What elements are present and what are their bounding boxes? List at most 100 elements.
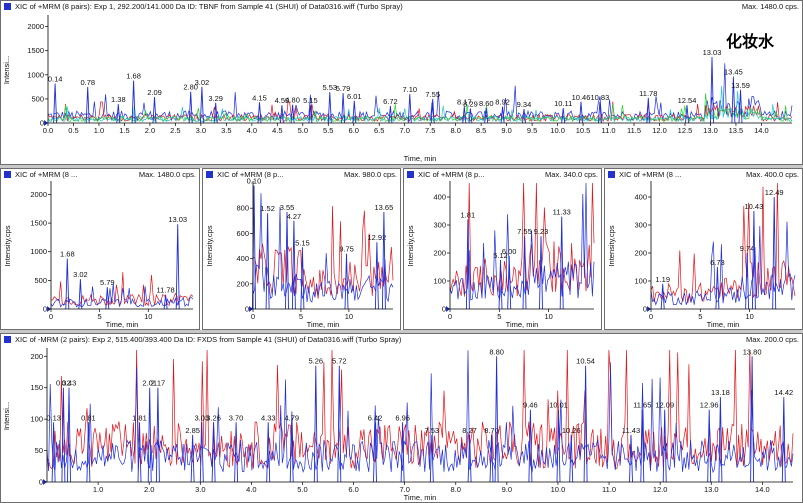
peak-label: 13.45 xyxy=(724,68,743,77)
x-tick-label: 10 xyxy=(144,312,152,321)
y-tick-label: 100 xyxy=(30,415,43,424)
peak-mark xyxy=(731,76,736,124)
peak-mark xyxy=(53,83,58,124)
y-axis-label: Intensi... xyxy=(2,56,11,84)
x-tick-label: 11.0 xyxy=(602,126,616,135)
peak-label: 5.15 xyxy=(295,238,310,247)
x-tick-label: 0.5 xyxy=(68,126,78,135)
peak-label: 11.33 xyxy=(553,208,571,217)
peak-label: 0.43 xyxy=(62,379,77,388)
peak-mark xyxy=(556,409,561,483)
peak-mark xyxy=(629,434,633,483)
peak-mark xyxy=(51,422,56,483)
peak-mark xyxy=(341,93,346,124)
x-tick-label: 10 xyxy=(345,312,353,321)
peak-mark xyxy=(65,258,70,310)
peak-label: 9.46 xyxy=(523,401,538,410)
max-intensity-label: Max. 200.0 cps. xyxy=(742,335,799,344)
x-tick-label: 10 xyxy=(544,312,552,321)
peak-mark xyxy=(199,86,204,124)
y-tick-label: 0 xyxy=(39,478,43,487)
peak-mark xyxy=(213,102,218,124)
x-tick-label: 10.0 xyxy=(551,485,566,494)
peak-mark xyxy=(285,211,289,310)
chromatogram-plot[interactable]: 0.10 1.52 3.554.27 5.15 9.75 12.92 13.65 0 200 40… xyxy=(203,169,400,329)
peak-mark xyxy=(279,105,284,124)
peak-mark xyxy=(373,422,377,483)
peak-label: 10.54 xyxy=(576,357,595,366)
peak-label: 11.78 xyxy=(639,89,657,98)
peak-mark xyxy=(522,108,526,124)
x-tick-label: 7.5 xyxy=(425,126,435,135)
panel-title: XIC of +MRM (8 ... xyxy=(619,170,682,179)
chromatogram-plot[interactable]: 1.68 3.02 5.79 11.78 13.03 0 500 1000 1500 2000 0 5… xyxy=(1,169,199,329)
chromatogram-plot[interactable]: 0.13 0.320.43 0.81 1.81 2.012.17 2.85 3.033.26… xyxy=(1,334,802,502)
y-tick-label: 500 xyxy=(34,276,47,285)
chromatogram-plot[interactable]: 1.81 5.126.00 7.55 9.23 11.33 0 100 200 300 400 0 5… xyxy=(404,169,601,329)
y-tick-label: 150 xyxy=(30,383,43,392)
y-axis-label: Intensity,cps xyxy=(3,225,12,266)
x-axis-label: Time, min xyxy=(506,320,539,329)
peak-mark xyxy=(522,236,527,310)
peak-mark xyxy=(105,287,110,310)
series-trace-red xyxy=(252,205,394,299)
peak-label: 5.53 xyxy=(322,83,337,92)
series-trace-red xyxy=(449,182,595,297)
peak-mark xyxy=(465,219,470,310)
trace-marker-icon xyxy=(608,171,615,178)
y-tick-label: 800 xyxy=(236,204,249,213)
max-intensity-label: Max. 980.0 cps. xyxy=(340,170,397,179)
peak-mark xyxy=(257,102,262,124)
x-axis-label: Time, min xyxy=(707,320,740,329)
peak-label: 5.79 xyxy=(336,84,351,93)
y-tick-label: 300 xyxy=(433,221,446,230)
peak-label: 13.59 xyxy=(731,81,750,90)
peak-label: 6.96 xyxy=(395,413,410,422)
panel-header: XIC of +MRM (8 p... Max. 980.0 cps. xyxy=(206,170,397,180)
peak-mark xyxy=(61,387,66,483)
x-tick-label: 5 xyxy=(497,312,501,321)
y-tick-label: 0 xyxy=(245,305,249,314)
y-tick-label: 0 xyxy=(43,305,47,314)
peak-label: 11.43 xyxy=(622,426,640,435)
x-tick-label: 6.0 xyxy=(349,126,359,135)
trace-marker-icon xyxy=(407,171,414,178)
y-tick-label: 400 xyxy=(634,193,647,202)
x-axis-label: Time, min xyxy=(307,320,340,329)
peak-mark xyxy=(265,213,270,310)
peak-label: 11.65 xyxy=(633,401,651,410)
peak-label: 12.96 xyxy=(700,401,719,410)
max-intensity-label: Max. 1480.0 cps. xyxy=(134,170,196,179)
y-tick-label: 50 xyxy=(35,446,43,455)
peak-mark xyxy=(85,86,90,124)
peak-mark xyxy=(738,89,743,124)
peak-mark xyxy=(131,80,136,124)
peak-mark xyxy=(344,253,349,310)
series-trace-blue xyxy=(252,193,394,303)
peak-mark xyxy=(430,98,435,124)
peak-mark xyxy=(155,387,160,483)
peak-label: 8.80 xyxy=(489,347,504,356)
peak-label: 7.55 xyxy=(425,90,440,99)
x-tick-label: 9.0 xyxy=(502,485,512,494)
y-tick-label: 1500 xyxy=(27,46,44,55)
peak-mark xyxy=(646,97,651,124)
panel-title: XIC of +MRM (8 ... xyxy=(15,170,78,179)
peak-label: 1.68 xyxy=(126,72,141,81)
chromatogram-panel-small-2: XIC of +MRM (8 p... Max. 980.0 cps. 0.10 1… xyxy=(202,168,401,330)
panel-separator xyxy=(0,165,803,168)
x-tick-label: 12.0 xyxy=(653,485,668,494)
peak-label: 12.09 xyxy=(655,401,674,410)
peak-mark xyxy=(86,422,91,483)
x-tick-label: 5.0 xyxy=(298,126,308,135)
y-axis-label: Intensity,cps xyxy=(406,225,415,266)
peak-mark xyxy=(467,434,472,483)
peak-mark xyxy=(583,365,588,483)
peak-label: 6.01 xyxy=(347,92,362,101)
chromatogram-plot[interactable]: 0.14 0.781.381.682.092.803.023.29 4.15 4.59… xyxy=(1,1,802,164)
peak-label: 9.75 xyxy=(339,245,354,254)
trace-marker-icon xyxy=(4,336,11,343)
peak-label: 8.29 xyxy=(463,100,478,109)
peak-label: 3.02 xyxy=(73,270,88,279)
